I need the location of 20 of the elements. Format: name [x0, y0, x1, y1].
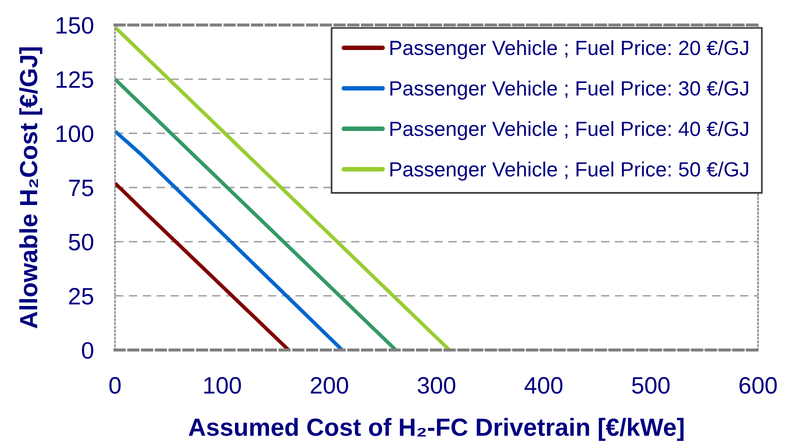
x-tick-label: 400: [524, 377, 562, 394]
y-tick-label: 75: [69, 180, 94, 196]
x-tick-label: 300: [418, 377, 456, 394]
legend-label: Passenger Vehicle ; Fuel Price: 40 €/GJ: [390, 121, 748, 140]
y-tick-label: 0: [82, 342, 94, 359]
y-tick-label: 100: [56, 125, 94, 142]
x-axis-title: Assumed Cost of H₂-FC Drivetrain [€/kWe]: [188, 418, 684, 441]
x-tick-label: 500: [632, 377, 670, 394]
x-tick-label: 200: [310, 377, 348, 394]
y-tick-label: 50: [68, 234, 94, 250]
legend-label: Passenger Vehicle ; Fuel Price: 50 €/GJ: [390, 162, 748, 181]
x-tick-label: 600: [740, 377, 777, 394]
x-tick-label: 0: [109, 377, 121, 394]
legend-label: Passenger Vehicle ; Fuel Price: 30 €/GJ: [390, 80, 748, 100]
legend-label: Passenger Vehicle ; Fuel Price: 20 €/GJ: [390, 40, 748, 60]
y-tick-label: 25: [69, 288, 94, 305]
y-tick-label: 125: [56, 71, 94, 88]
y-axis-title: Allowable H₂Cost [€/GJ]: [19, 47, 42, 328]
x-tick-label: 100: [204, 377, 241, 394]
y-tick-label: 150: [56, 17, 94, 34]
